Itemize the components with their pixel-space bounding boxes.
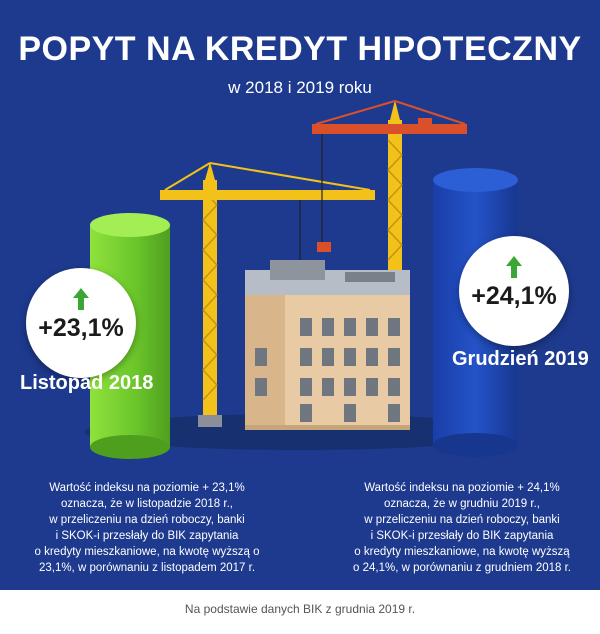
right-percent-value: +24,1% <box>471 282 557 310</box>
left-description-line: oznacza, że w listopadzie 2018 r., <box>61 498 233 510</box>
right-cylinder <box>433 168 518 457</box>
right-description: Wartość indeksu na poziomie + 24,1% ozna… <box>337 480 587 576</box>
right-description-line: Wartość indeksu na poziomie + 24,1% <box>364 482 560 494</box>
left-period-label: Listopad 2018 <box>20 372 154 394</box>
right-period-label: Grudzień 2019 <box>452 348 589 370</box>
left-description-line: i SKOK-i przesłały do BIK zapytania <box>55 530 239 542</box>
page-title: POPYT NA KREDYT HIPOTECZNY <box>18 30 582 68</box>
footer: Na podstawie danych BIK z grudnia 2019 r… <box>0 590 600 634</box>
right-description-line: o 24,1%, w porównaniu z grudniem 2018 r. <box>353 562 571 574</box>
left-description-line: Wartość indeksu na poziomie + 23,1% <box>49 482 245 494</box>
right-description-line: w przeliczeniu na dzień roboczy, banki <box>364 514 560 526</box>
left-description-line: o kredyty mieszkaniowe, na kwotę wyższą … <box>34 546 260 558</box>
left-percent-badge: +23,1% <box>26 268 136 378</box>
arrow-up-icon <box>73 288 89 310</box>
right-description-line: o kredyty mieszkaniowe, na kwotę wyższą <box>354 546 570 558</box>
page-subtitle: w 2018 i 2019 roku <box>228 78 372 97</box>
left-description: Wartość indeksu na poziomie + 23,1% ozna… <box>22 480 272 576</box>
right-description-line: oznacza, że w grudniu 2019 r., <box>384 498 540 510</box>
source-note: Na podstawie danych BIK z grudnia 2019 r… <box>184 602 416 616</box>
right-percent-badge: +24,1% <box>459 236 569 346</box>
construction-illustration <box>85 100 518 459</box>
arrow-up-icon <box>506 256 522 278</box>
building <box>245 260 410 430</box>
left-crane <box>160 162 375 427</box>
left-description-line: 23,1%, w porównaniu z listopadem 2017 r. <box>38 562 256 574</box>
right-description-line: i SKOK-i przesłały do BIK zapytania <box>370 530 554 542</box>
left-percent-value: +23,1% <box>38 314 124 342</box>
blue-panel: POPYT NA KREDYT HIPOTECZNY w 2018 i 2019… <box>0 0 600 590</box>
left-description-line: w przeliczeniu na dzień roboczy, banki <box>49 514 245 526</box>
